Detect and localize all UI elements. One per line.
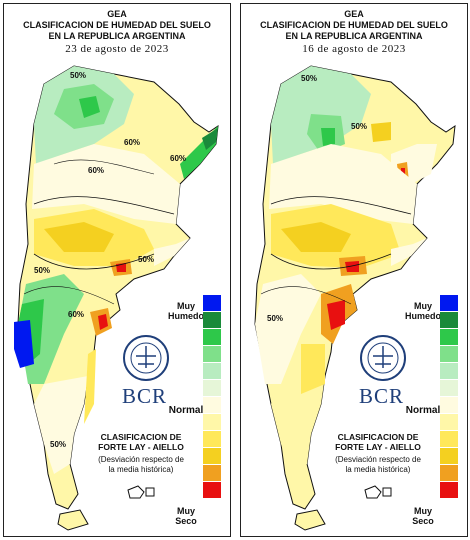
legend-swatch: [440, 380, 458, 397]
legend-swatch: [203, 482, 221, 499]
legend-swatch: [440, 295, 458, 312]
legend-swatch: [203, 448, 221, 465]
isoline-label: 60%: [124, 138, 141, 147]
panel-title-line1: CLASIFICACION DE HUMEDAD DEL SUELO: [260, 20, 448, 30]
classification-title: CLASIFICACION DE FORTE LAY - AIELLO: [98, 432, 184, 452]
soil-moisture-map-right: [254, 65, 456, 531]
isoline-label: 50%: [50, 440, 67, 449]
legend-label-normal: Normal: [405, 405, 441, 416]
legend-swatch: [440, 346, 458, 363]
bcr-logo-text: BCR: [122, 384, 168, 408]
malvinas-islands: [364, 485, 392, 499]
legend-swatch: [203, 346, 221, 363]
bcr-logo-text: BCR: [359, 384, 405, 408]
legend-label-muy-humedo: Muy Humedo: [405, 301, 441, 321]
isoline-label: 50%: [70, 71, 87, 80]
classification-subtitle: (Desviación respecto de la media históri…: [98, 455, 184, 474]
legend-swatch: [440, 329, 458, 346]
legend-swatch: [440, 465, 458, 482]
legend-swatch: [203, 329, 221, 346]
legend-swatch: [440, 363, 458, 380]
legend-swatch: [440, 397, 458, 414]
soil-moisture-map-left: [14, 65, 219, 531]
classification-subtitle: (Desviación respecto de la media históri…: [335, 455, 421, 474]
color-legend: [440, 295, 458, 499]
legend-label-muy-humedo: Muy Humedo: [168, 301, 204, 321]
tierra-del-fuego: [294, 509, 326, 531]
malvinas-islands: [127, 485, 155, 499]
legend-label-muy-seco: Muy Seco: [175, 506, 197, 526]
panel-date: 23 de agosto de 2023: [65, 43, 169, 55]
legend-swatch: [203, 465, 221, 482]
legend-swatch: [203, 397, 221, 414]
panel-title-line2: EN LA REPUBLICA ARGENTINA: [48, 31, 186, 41]
legend-swatch: [440, 414, 458, 431]
panel-title-line1: CLASIFICACION DE HUMEDAD DEL SUELO: [23, 20, 211, 30]
isoline-label: 50%: [351, 122, 368, 131]
isoline-label: 60%: [68, 310, 85, 319]
classification-title: CLASIFICACION DE FORTE LAY - AIELLO: [335, 432, 421, 452]
bcr-seal-icon: [123, 335, 169, 381]
panel-date: 16 de agosto de 2023: [302, 43, 406, 55]
legend-swatch: [203, 295, 221, 312]
legend-swatch: [440, 431, 458, 448]
legend-swatch: [440, 482, 458, 499]
isoline-label: 50%: [138, 255, 155, 264]
legend-swatch: [203, 312, 221, 329]
isoline-label: 60%: [88, 166, 105, 175]
panel-org: GEA: [344, 9, 364, 19]
legend-label-normal: Normal: [168, 405, 204, 416]
legend-swatch: [440, 448, 458, 465]
map-panel-left: GEA CLASIFICACION DE HUMEDAD DEL SUELO E…: [3, 3, 231, 537]
isoline-label: 50%: [34, 266, 51, 275]
legend-swatch: [203, 414, 221, 431]
map-panel-right: GEA CLASIFICACION DE HUMEDAD DEL SUELO E…: [240, 3, 468, 537]
panel-org: GEA: [107, 9, 127, 19]
legend-swatch: [203, 363, 221, 380]
legend-swatch: [203, 380, 221, 397]
color-legend: [203, 295, 221, 499]
legend-swatch: [203, 431, 221, 448]
bcr-seal-icon: [360, 335, 406, 381]
legend-swatch: [440, 312, 458, 329]
panel-title-line2: EN LA REPUBLICA ARGENTINA: [285, 31, 423, 41]
legend-label-muy-seco: Muy Seco: [412, 506, 434, 526]
isoline-label: 50%: [301, 74, 318, 83]
tierra-del-fuego: [57, 509, 89, 531]
isoline-label: 50%: [267, 314, 284, 323]
isoline-label: 60%: [170, 154, 187, 163]
